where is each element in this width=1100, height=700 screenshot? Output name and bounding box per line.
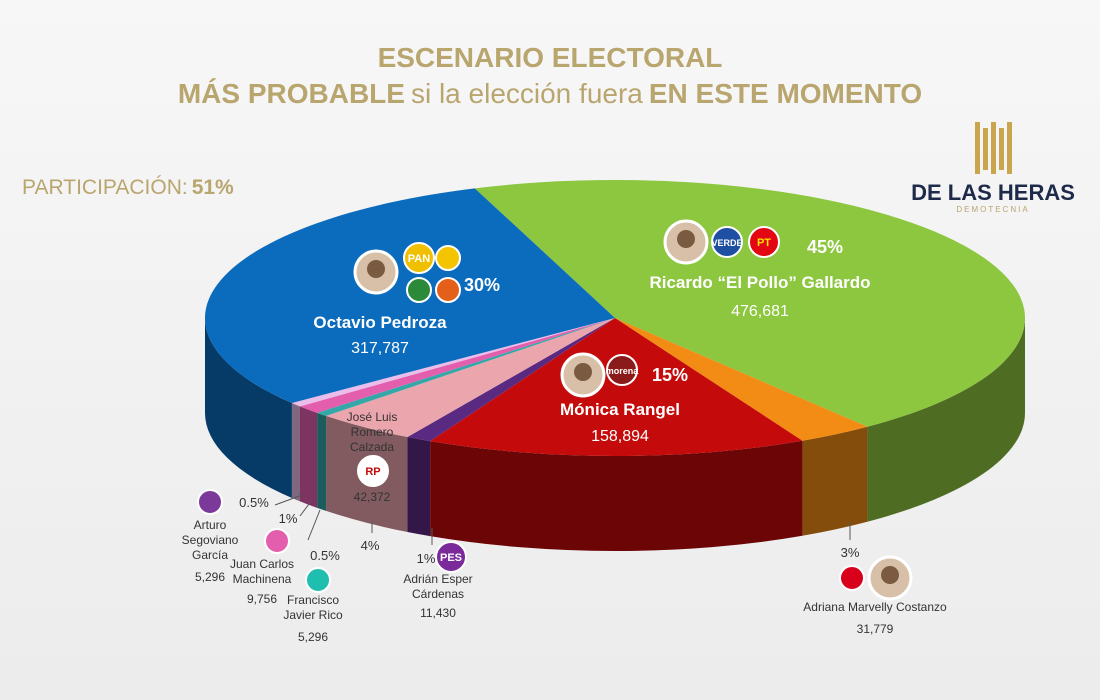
leader-line	[274, 494, 303, 506]
slice	[430, 318, 803, 457]
brand-icon	[975, 122, 980, 174]
party-logo-text: morena	[606, 366, 640, 376]
vote-count: 42,372	[353, 490, 391, 504]
candidate-name: Adriana Marvelly Costanzo	[803, 600, 947, 614]
vote-count: 476,681	[731, 303, 789, 320]
leader-line	[307, 509, 321, 541]
party-logo	[264, 528, 290, 554]
party-logo	[435, 277, 461, 303]
candidate-name: Ricardo “El Pollo” Gallardo	[649, 273, 871, 292]
slice-side	[317, 412, 327, 511]
slice-side	[430, 440, 803, 551]
candidate-name: Mónica Rangel	[560, 400, 680, 419]
leader-line	[299, 499, 313, 517]
candidate-name: Arturo Segoviano García	[181, 518, 239, 562]
party-logo-text: VERDE	[711, 238, 742, 248]
value-label: 1%	[278, 511, 298, 526]
brand-icon	[1007, 122, 1012, 174]
chart-subtitle: MÁS PROBABLE si la elección fuera EN ESTE …	[0, 78, 1100, 110]
slice	[407, 318, 615, 442]
brand-icon	[983, 128, 988, 170]
party-logo	[748, 226, 780, 258]
value-label: 30%	[463, 275, 501, 295]
party-logo	[305, 567, 331, 593]
slice	[474, 180, 1025, 427]
party-logo	[839, 565, 865, 591]
brand-name: DE LAS HERAS	[911, 180, 1075, 205]
slice	[317, 318, 615, 416]
vote-count: 158,894	[591, 428, 649, 445]
slice-side	[407, 437, 431, 537]
candidate-name: José Luis Romero Calzada	[346, 410, 398, 454]
value-label: 3%	[840, 545, 860, 560]
candidate-face	[367, 260, 385, 278]
candidate-name: Octavio Pedroza	[313, 313, 447, 332]
party-logo-text: RP	[365, 466, 380, 478]
slice-side	[867, 318, 1025, 522]
party-logo-text: PES	[440, 552, 462, 564]
vote-count: 5,296	[194, 570, 226, 584]
slice-side	[291, 402, 301, 502]
party-logo	[606, 354, 638, 386]
value-label: 15%	[651, 365, 689, 385]
vote-count: 317,787	[351, 340, 409, 357]
vote-count: 31,779	[856, 622, 894, 636]
vote-count: 9,756	[246, 592, 278, 606]
party-logo	[406, 277, 432, 303]
slice	[300, 318, 615, 413]
value-label: 4%	[360, 538, 380, 553]
vote-count: 11,430	[420, 606, 456, 620]
party-logo	[403, 242, 435, 274]
candidate-name: Juan Carlos Machinena	[229, 557, 295, 586]
participation: PARTICIPACIÓN: 51%	[22, 176, 234, 200]
participation-value: 51%	[191, 176, 234, 199]
value-label: 0.5%	[310, 548, 340, 563]
brand-icon	[999, 128, 1004, 170]
subtitle-part: EN ESTE MOMENTO	[648, 78, 923, 109]
candidate-face	[677, 230, 695, 248]
candidate-name: Adrián Esper Cárdenas	[403, 572, 473, 601]
value-label: 45%	[806, 237, 844, 257]
slice	[326, 318, 615, 438]
party-logo	[197, 489, 223, 515]
slice	[615, 318, 868, 441]
participation-label: PARTICIPACIÓN:	[22, 176, 188, 199]
vote-count: 5,296	[297, 630, 329, 644]
party-logo	[435, 245, 461, 271]
party-logo	[435, 541, 467, 573]
brand-tagline: DEMOTECNIA	[956, 205, 1030, 214]
party-logo-text: PAN	[408, 253, 430, 265]
brand-icon	[991, 122, 996, 174]
slice-side	[205, 318, 292, 498]
slice-side	[802, 426, 868, 536]
party-logo	[711, 226, 743, 258]
slice	[291, 318, 615, 407]
candidate-name: Francisco Javier Rico	[283, 593, 343, 622]
value-label: 1%	[416, 551, 436, 566]
candidate-face	[881, 566, 899, 584]
chart-title: ESCENARIO ELECTORAL	[377, 42, 723, 73]
slice-side	[300, 406, 318, 508]
candidate-face	[574, 363, 592, 381]
subtitle-part: MÁS PROBABLE	[177, 78, 405, 109]
party-logo	[357, 455, 389, 487]
subtitle-part: si la elección fuera	[410, 78, 643, 109]
value-label: 0.5%	[239, 495, 269, 510]
party-logo-text: PT	[757, 237, 771, 249]
